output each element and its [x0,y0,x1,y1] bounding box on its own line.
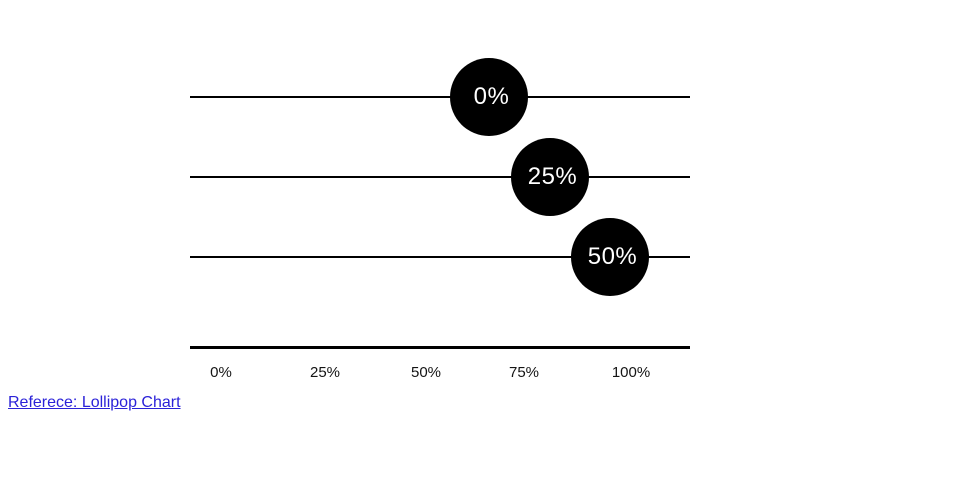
grid-line [190,176,690,178]
bubble-value-label: 50% [587,243,638,270]
x-axis-tick-label: 100% [611,364,651,381]
reference-link[interactable]: Referece: Lollipop Chart [8,394,181,411]
grid-line [190,256,690,258]
x-axis-tick-label: 0% [210,364,232,381]
x-axis-line [190,346,690,349]
x-axis-tick-label: 25% [309,364,341,381]
lollipop-bubble: 25% [511,138,589,216]
grid-line [190,96,690,98]
bubble-value-label: 0% [473,83,510,110]
x-axis-tick-label: 50% [410,364,442,381]
lollipop-bubble: 0% [450,58,528,136]
bubble-value-label: 25% [527,163,578,190]
lollipop-bubble: 50% [571,218,649,296]
x-axis-tick-label: 75% [508,364,540,381]
